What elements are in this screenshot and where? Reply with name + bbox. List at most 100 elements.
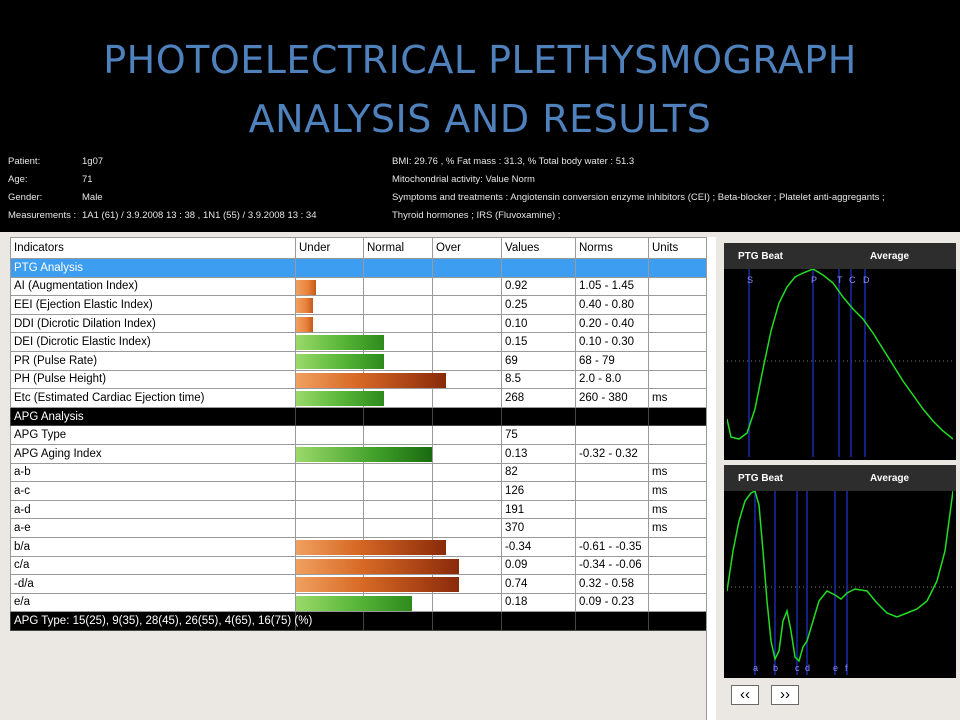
value-cell: 0.13 xyxy=(501,443,576,464)
unit-cell xyxy=(648,276,707,297)
table-row[interactable]: a-d 191 ms xyxy=(10,499,707,520)
table-row[interactable]: APG Type 75 xyxy=(10,425,707,445)
unit-cell xyxy=(648,425,707,445)
under-cell xyxy=(295,369,446,390)
ptg-beat-graph-top: PTG Beat Average S P T C D xyxy=(724,243,956,460)
table-row[interactable]: DDI (Dicrotic Dilation Index) 0.10 0.20 … xyxy=(10,313,707,334)
header-over[interactable]: Over xyxy=(432,237,502,259)
indicator-cell: EEI (Ejection Elastic Index) xyxy=(10,295,296,315)
indicator-cell: DDI (Dicrotic Dilation Index) xyxy=(10,313,296,334)
under-cell xyxy=(295,388,384,408)
table-row[interactable]: b/a -0.34 -0.61 - -0.35 xyxy=(10,536,707,557)
unit-cell xyxy=(648,313,707,334)
indicators-table: Indicators Under Normal Over Values Norm… xyxy=(10,237,707,631)
value-cell: 268 xyxy=(501,388,576,408)
section-row-apg[interactable]: APG Analysis xyxy=(10,406,707,427)
marker-label: C xyxy=(849,275,856,285)
norm-cell: 2.0 - 8.0 xyxy=(575,369,649,390)
indicator-cell: b/a xyxy=(10,536,296,557)
norm-cell xyxy=(575,481,649,501)
table-row[interactable]: PH (Pulse Height) 8.5 2.0 - 8.0 xyxy=(10,369,707,390)
indicator-cell: AI (Augmentation Index) xyxy=(10,276,296,297)
level-bar xyxy=(296,353,384,369)
indicator-cell: APG Type xyxy=(10,425,296,445)
norm-cell: -0.32 - 0.32 xyxy=(575,443,649,464)
ptg-waveform-top: S P T C D xyxy=(727,269,953,457)
ptg-beat-graph-bottom: PTG Beat Average a b c d e f xyxy=(724,465,956,678)
table-row[interactable]: a-b 82 ms xyxy=(10,462,707,483)
norm-cell: 0.09 - 0.23 xyxy=(575,592,649,613)
table-row[interactable]: a-c 126 ms xyxy=(10,481,707,501)
value-cell: 370 xyxy=(501,518,576,538)
waveform-line xyxy=(727,269,953,440)
table-row[interactable]: DEI (Dicrotic Elastic Index) 0.15 0.10 -… xyxy=(10,332,707,352)
app-window: Patient: 1g07 Age: 71 Gender: Male Measu… xyxy=(0,150,960,720)
value-cell: 0.92 xyxy=(501,276,576,297)
apg-type-summary-row[interactable]: APG Type: 15(25), 9(35), 28(45), 26(55),… xyxy=(10,611,707,631)
unit-cell: ms xyxy=(648,481,707,501)
unit-cell xyxy=(648,555,707,576)
level-bar xyxy=(296,446,432,462)
norm-cell: -0.61 - -0.35 xyxy=(575,536,649,557)
header-units[interactable]: Units xyxy=(648,237,707,259)
section-label: PTG Analysis xyxy=(10,258,296,278)
table-row[interactable]: -d/a 0.74 0.32 - 0.58 xyxy=(10,574,707,594)
plot-bg xyxy=(727,491,953,675)
next-button[interactable]: ›› xyxy=(771,685,799,705)
table-row[interactable]: c/a 0.09 -0.34 - -0.06 xyxy=(10,555,707,576)
value-cell: 0.18 xyxy=(501,592,576,613)
table-row[interactable]: a-e 370 ms xyxy=(10,518,707,538)
norm-cell xyxy=(575,499,649,520)
norm-cell: 1.05 - 1.45 xyxy=(575,276,649,297)
indicator-cell: PH (Pulse Height) xyxy=(10,369,296,390)
value-cell: 126 xyxy=(501,481,576,501)
value-cell: 0.15 xyxy=(501,332,576,352)
table-row[interactable]: e/a 0.18 0.09 - 0.23 xyxy=(10,592,707,613)
unit-cell: ms xyxy=(648,388,707,408)
marker-label: T xyxy=(837,275,843,285)
header-indicators[interactable]: Indicators xyxy=(10,237,296,259)
unit-cell xyxy=(648,350,707,371)
title-line-2: ANALYSIS AND RESULTS xyxy=(248,97,712,141)
value-cell: 82 xyxy=(501,462,576,483)
section-row-ptg[interactable]: PTG Analysis xyxy=(10,258,707,278)
marker-label: e xyxy=(833,663,838,673)
norm-cell: 0.40 - 0.80 xyxy=(575,295,649,315)
header-under[interactable]: Under xyxy=(295,237,364,259)
norm-cell: -0.34 - -0.06 xyxy=(575,555,649,576)
slide-title: PHOTOELECTRICAL PLETHYSMOGRAPH ANALYSIS … xyxy=(0,0,960,150)
level-bar xyxy=(296,391,384,407)
header-normal[interactable]: Normal xyxy=(363,237,433,259)
value-cell: 69 xyxy=(501,350,576,371)
indicator-cell: Etc (Estimated Cardiac Ejection time) xyxy=(10,388,296,408)
marker-label: D xyxy=(863,275,870,285)
under-cell xyxy=(295,574,459,594)
header-norms[interactable]: Norms xyxy=(575,237,649,259)
norm-cell: 0.10 - 0.30 xyxy=(575,332,649,352)
table-row[interactable]: AI (Augmentation Index) 0.92 1.05 - 1.45 xyxy=(10,276,707,297)
marker-label: d xyxy=(805,663,810,673)
section-label: APG Analysis xyxy=(10,406,296,427)
marker-label: f xyxy=(845,663,848,673)
unit-cell xyxy=(648,536,707,557)
table-row[interactable]: APG Aging Index 0.13 -0.32 - 0.32 xyxy=(10,443,707,464)
table-row[interactable]: PR (Pulse Rate) 69 68 - 79 xyxy=(10,350,707,371)
previous-button[interactable]: ‹‹ xyxy=(731,685,759,705)
marker-label: a xyxy=(753,663,758,673)
level-bar xyxy=(296,316,313,332)
table-scrollbar-gutter[interactable] xyxy=(706,237,717,720)
unit-cell xyxy=(648,295,707,315)
value-cell: 75 xyxy=(501,425,576,445)
unit-cell xyxy=(648,574,707,594)
indicator-cell: APG Aging Index xyxy=(10,443,296,464)
graph-mode: Average xyxy=(870,251,910,262)
measurements-label: Measurements : xyxy=(8,210,77,221)
indicator-cell: c/a xyxy=(10,555,296,576)
under-cell xyxy=(295,443,432,464)
indicator-cell: a-d xyxy=(10,499,296,520)
under-cell xyxy=(295,350,384,371)
table-row[interactable]: Etc (Estimated Cardiac Ejection time) 26… xyxy=(10,388,707,408)
table-row[interactable]: EEI (Ejection Elastic Index) 0.25 0.40 -… xyxy=(10,295,707,315)
header-values[interactable]: Values xyxy=(501,237,576,259)
graph-header: PTG Beat Average xyxy=(724,243,956,269)
